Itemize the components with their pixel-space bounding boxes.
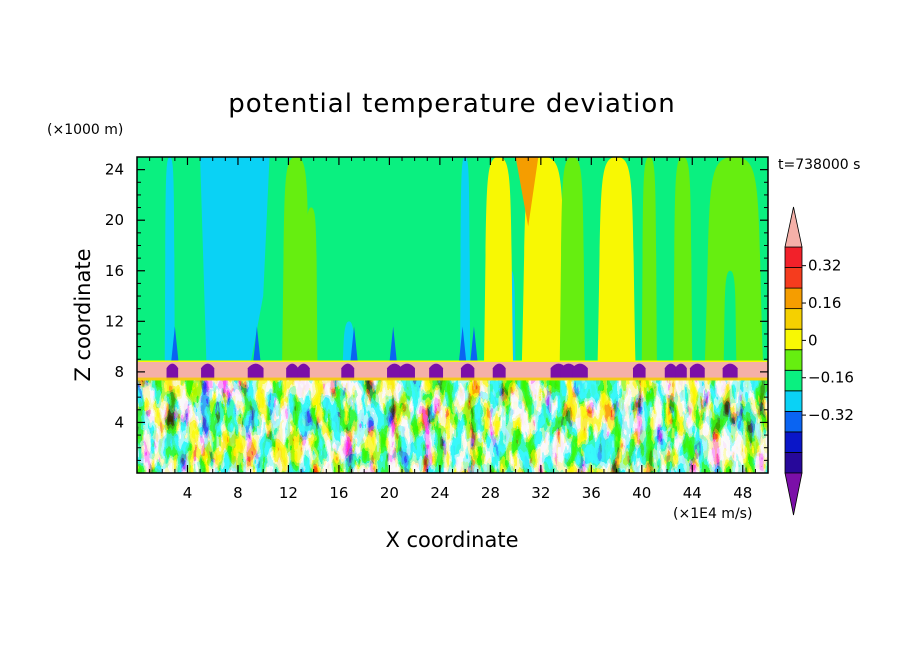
boundary-plume — [399, 363, 415, 380]
boundary-plume — [341, 363, 355, 380]
boundary-plume — [201, 363, 215, 380]
y-tick-label: 12 — [105, 312, 124, 330]
upper-lime-plume — [282, 157, 310, 364]
colorbar-box — [784, 267, 803, 289]
upper-lime-plume — [641, 157, 657, 364]
y-tick-label: 24 — [105, 161, 124, 179]
x-axis-ticks: 4 8 12 16 20 24 28 32 36 40 44 48 — [149, 157, 756, 502]
lower-layer-turbulent-field — [137, 378, 768, 473]
boundary-plume — [286, 363, 299, 380]
boundary-plume — [297, 363, 310, 380]
boundary-plume — [247, 363, 264, 380]
x-tick-label: 20 — [380, 484, 399, 502]
boundary-plume — [572, 363, 588, 380]
boundary-plume — [689, 363, 705, 380]
upper-layer-structures — [137, 157, 768, 364]
upper-spike — [470, 326, 478, 364]
colorbar-box — [784, 431, 803, 453]
boundary-plume — [429, 363, 444, 380]
colorbar-tick-label: −0.32 — [808, 406, 854, 424]
colorbar: 0.32 0.16 0 −0.16 −0.32 — [784, 206, 854, 516]
boundary-plume — [675, 363, 687, 380]
y-tick-label: 16 — [105, 262, 124, 280]
x-axis-label: X coordinate — [385, 528, 518, 552]
upper-cyan-region — [200, 157, 270, 364]
upper-spike — [171, 326, 179, 364]
x-tick-label: 32 — [531, 484, 550, 502]
boundary-plume — [722, 363, 738, 380]
colorbar-box — [784, 308, 803, 330]
y-tick-label: 20 — [105, 211, 124, 229]
colorbar-extend-low — [784, 472, 803, 516]
boundary-plume — [632, 363, 646, 380]
upper-cyan-strip — [164, 157, 175, 364]
x-tick-label: 40 — [632, 484, 651, 502]
upper-spike — [253, 326, 261, 364]
y-axis-ticks: 4 8 12 16 20 24 — [105, 161, 768, 461]
y-tick-label: 4 — [114, 413, 124, 431]
boundary-plume — [492, 363, 506, 380]
x-tick-label: 16 — [329, 484, 348, 502]
x-tick-label: 36 — [582, 484, 601, 502]
y-axis-label: Z coordinate — [71, 248, 95, 381]
x-tick-label: 4 — [183, 484, 193, 502]
upper-yellow-plume — [597, 157, 636, 364]
colorbar-tick-label: −0.16 — [808, 369, 854, 387]
upper-spike — [389, 326, 397, 364]
x-units-label: (×1E4 m/s) — [673, 506, 752, 522]
upper-lime-plume — [704, 157, 763, 364]
plot-area — [137, 157, 768, 473]
boundary-bottom-line — [137, 377, 768, 381]
x-tick-label: 28 — [481, 484, 500, 502]
x-tick-label: 12 — [279, 484, 298, 502]
upper-green-strip — [723, 270, 737, 364]
upper-lime-plume — [304, 207, 318, 364]
boundary-plume — [166, 363, 179, 380]
time-label: t=738000 s — [778, 157, 860, 173]
colorbar-box — [784, 369, 803, 392]
colorbar-box — [784, 287, 803, 310]
boundary-plume — [460, 363, 475, 380]
colorbar-box — [784, 246, 803, 268]
boundary-plume — [664, 363, 677, 380]
upper-spike — [458, 326, 467, 364]
colorbar-box — [784, 452, 803, 474]
upper-lime-plume — [559, 157, 586, 364]
colorbar-box — [784, 349, 803, 371]
upper-yellow-plume — [521, 157, 567, 364]
y-tick-label: 8 — [114, 363, 124, 381]
x-tick-label: 8 — [233, 484, 243, 502]
colorbar-tick-label: 0.16 — [808, 294, 841, 312]
x-tick-label: 44 — [683, 484, 702, 502]
colorbar-box — [784, 390, 803, 412]
colorbar-tick-label: 0 — [808, 331, 818, 349]
upper-yellow-plume — [484, 157, 514, 364]
colorbar-extend-high — [784, 206, 803, 248]
x-tick-label: 48 — [733, 484, 752, 502]
x-tick-label: 24 — [430, 484, 449, 502]
colorbar-box — [784, 328, 803, 351]
y-units-label: (×1000 m) — [47, 122, 123, 138]
upper-cyan-strip — [460, 157, 471, 364]
colorbar-box — [784, 410, 803, 433]
boundary-plumes — [137, 363, 768, 381]
upper-spike — [350, 326, 358, 364]
boundary-plume — [387, 363, 402, 380]
chart-title: potential temperature deviation — [228, 89, 675, 119]
upper-orange-cap — [515, 157, 539, 227]
upper-lime-plume — [673, 157, 693, 364]
colorbar-tick-label: 0.32 — [808, 257, 841, 275]
